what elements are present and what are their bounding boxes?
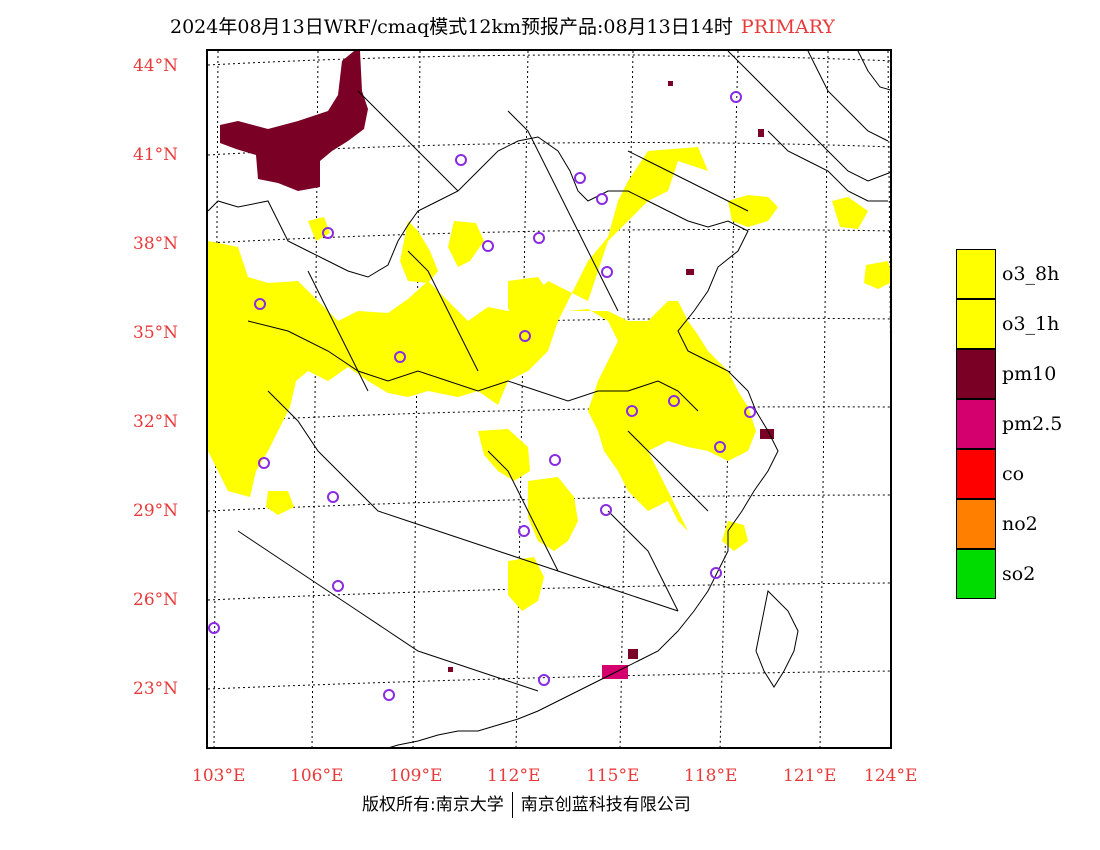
- pm10-spot: [758, 129, 764, 137]
- legend-swatch: [956, 549, 996, 599]
- lon-label-118: 118°E: [684, 766, 738, 786]
- lat-label-38: 38°N: [133, 234, 179, 254]
- boundaries: [208, 51, 890, 747]
- map-panel: [206, 49, 892, 749]
- station-marker: [668, 395, 680, 407]
- footer-divider: [511, 792, 513, 818]
- station-marker: [533, 232, 545, 244]
- station-markers: [208, 91, 756, 701]
- station-marker: [327, 491, 339, 503]
- legend-swatch: [956, 449, 996, 499]
- station-marker: [596, 193, 608, 205]
- legend-label: o3_1h: [1002, 313, 1060, 335]
- lat-label-41: 41°N: [133, 145, 179, 165]
- station-marker: [730, 91, 742, 103]
- station-marker: [208, 622, 220, 634]
- lon-label-124: 124°E: [864, 766, 918, 786]
- lat-label-29: 29°N: [133, 501, 179, 521]
- lon-label-106: 106°E: [290, 766, 344, 786]
- station-marker: [519, 330, 531, 342]
- lat-label-26: 26°N: [133, 590, 179, 610]
- lon-label-115: 115°E: [586, 766, 640, 786]
- forecast-map: [208, 51, 890, 747]
- station-marker: [383, 689, 395, 701]
- title-text: 2024年08月13日WRF/cmaq模式12km预报产品:08月13日14时: [170, 16, 733, 38]
- station-marker: [549, 454, 561, 466]
- legend-swatch: [956, 399, 996, 449]
- lat-label-35: 35°N: [133, 323, 179, 343]
- lon-label-112: 112°E: [487, 766, 541, 786]
- pm10-area-north: [220, 51, 368, 191]
- lat-label-32: 32°N: [133, 412, 179, 432]
- station-marker: [574, 172, 586, 184]
- station-marker: [600, 504, 612, 516]
- lat-label-23: 23°N: [133, 679, 179, 699]
- station-marker: [710, 567, 722, 579]
- lat-label-44: 44°N: [133, 56, 179, 76]
- station-marker: [482, 240, 494, 252]
- station-marker: [744, 406, 756, 418]
- legend-swatch: [956, 349, 996, 399]
- lon-label-109: 109°E: [389, 766, 443, 786]
- lon-label-121: 121°E: [783, 766, 837, 786]
- station-marker: [394, 351, 406, 363]
- legend-label: co: [1002, 463, 1025, 485]
- station-marker: [258, 457, 270, 469]
- copyright-left: 版权所有:南京大学: [362, 795, 504, 815]
- legend-label: no2: [1002, 513, 1038, 535]
- pm10-spot: [668, 81, 673, 86]
- pm10-spot: [686, 269, 694, 275]
- pm10-spot: [760, 429, 774, 439]
- title-tag: PRIMARY: [740, 16, 835, 38]
- legend-swatch: [956, 499, 996, 549]
- pm10-spot: [448, 667, 453, 672]
- station-marker: [322, 227, 334, 239]
- copyright-right: 南京创蓝科技有限公司: [520, 795, 691, 815]
- legend-swatch: [956, 249, 996, 299]
- pm10-spot: [628, 649, 638, 659]
- station-marker: [518, 525, 530, 537]
- station-marker: [332, 580, 344, 592]
- lon-label-103: 103°E: [192, 766, 246, 786]
- o3-area: [208, 147, 890, 611]
- legend-label: o3_8h: [1002, 263, 1060, 285]
- station-marker: [254, 298, 266, 310]
- legend-label: pm2.5: [1002, 413, 1063, 435]
- station-marker: [626, 405, 638, 417]
- map-title: 2024年08月13日WRF/cmaq模式12km预报产品:08月13日14时 P…: [170, 12, 835, 39]
- station-marker: [455, 154, 467, 166]
- copyright-footer: 版权所有:南京大学 南京创蓝科技有限公司: [362, 790, 691, 818]
- station-marker: [601, 266, 613, 278]
- station-marker: [714, 441, 726, 453]
- legend-label: so2: [1002, 563, 1036, 585]
- station-marker: [538, 674, 550, 686]
- legend-swatch: [956, 299, 996, 349]
- legend-label: pm10: [1002, 363, 1057, 385]
